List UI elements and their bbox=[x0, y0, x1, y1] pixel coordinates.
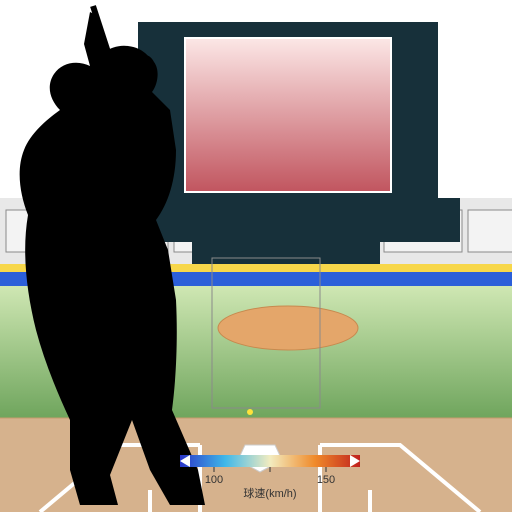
legend-axis-label: 球速(km/h) bbox=[243, 486, 296, 500]
speed-legend-bar bbox=[180, 455, 360, 467]
pitch-location-chart: 100 150 球速(km/h) bbox=[0, 0, 512, 512]
legend-tick-100: 100 bbox=[205, 474, 223, 486]
stand-section bbox=[468, 210, 512, 252]
scoreboard-screen bbox=[185, 38, 391, 192]
mound bbox=[218, 306, 358, 350]
legend-tick-150: 150 bbox=[317, 474, 335, 486]
pitch-marker bbox=[247, 409, 253, 415]
chart-svg: 100 150 球速(km/h) bbox=[0, 0, 512, 512]
